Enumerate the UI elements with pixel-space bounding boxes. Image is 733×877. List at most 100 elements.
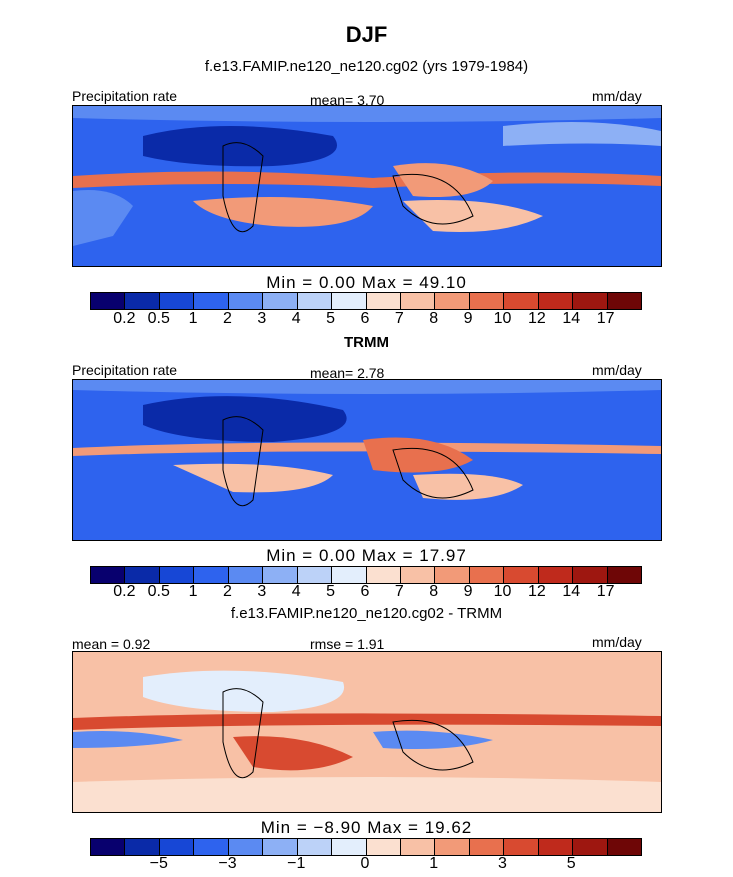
colorbar-swatch xyxy=(469,567,505,583)
colorbar-swatch xyxy=(332,839,367,855)
panel-3-colorbar-ticks: −5 −3 −1 0 1 3 5 xyxy=(90,855,640,873)
colorbar-tick-label: 7 xyxy=(394,310,404,327)
colorbar-tick-label: 4 xyxy=(291,310,301,327)
colorbar-swatch xyxy=(228,293,264,309)
panel-2-units-label: mm/day xyxy=(592,362,642,378)
panel-1-heading: f.e13.FAMIP.ne120_ne120.cg02 (yrs 1979-1… xyxy=(204,58,529,75)
colorbar-swatch xyxy=(607,293,641,309)
colorbar-swatch xyxy=(263,839,298,855)
colorbar-swatch xyxy=(504,567,539,583)
colorbar-swatch xyxy=(435,567,470,583)
colorbar-swatch xyxy=(400,839,436,855)
colorbar-tick-label: 8 xyxy=(429,310,439,327)
colorbar-swatch xyxy=(332,293,367,309)
colorbar-swatch xyxy=(297,293,333,309)
colorbar-swatch xyxy=(504,839,539,855)
panel-1-mean-label: mean= 3.70 xyxy=(310,92,385,108)
colorbar-tick-label: 2 xyxy=(223,310,232,327)
colorbar-swatch xyxy=(538,293,574,309)
colorbar-tick-label: 9 xyxy=(463,310,473,327)
colorbar-swatch xyxy=(400,567,436,583)
colorbar-tick-label: 5 xyxy=(326,583,336,600)
colorbar-tick-label: 1 xyxy=(429,855,439,872)
colorbar-swatch xyxy=(91,293,126,309)
colorbar-swatch xyxy=(607,567,641,583)
colorbar-swatch xyxy=(125,567,160,583)
colorbar-tick-label: 2 xyxy=(223,583,232,600)
panel-3-map xyxy=(72,651,662,813)
colorbar-tick-label: 14 xyxy=(562,583,581,600)
colorbar-tick-label: 17 xyxy=(596,583,615,600)
colorbar-tick-label: 12 xyxy=(527,583,546,600)
colorbar-swatch xyxy=(194,839,229,855)
panel-3-rmse-label: rmse = 1.91 xyxy=(310,636,385,652)
colorbar-tick-label: 10 xyxy=(493,583,512,600)
colorbar-swatch xyxy=(194,567,229,583)
colorbar-swatch xyxy=(366,567,401,583)
colorbar-tick-label: 0.2 xyxy=(113,583,136,600)
colorbar-tick-label: 6 xyxy=(360,310,370,327)
colorbar-swatch xyxy=(573,839,608,855)
panel-3-heading: f.e13.FAMIP.ne120_ne120.cg02 - TRMM xyxy=(230,605,503,622)
colorbar-swatch xyxy=(366,839,401,855)
colorbar-swatch xyxy=(228,567,264,583)
panel-2-heading: TRMM xyxy=(344,334,389,351)
colorbar-tick-label: 7 xyxy=(394,583,404,600)
colorbar-tick-label: 0.5 xyxy=(147,310,170,327)
colorbar-tick-label: −1 xyxy=(287,855,306,872)
colorbar-tick-label: 0.2 xyxy=(113,310,136,327)
colorbar-swatch xyxy=(504,293,539,309)
colorbar-swatch xyxy=(469,293,505,309)
colorbar-tick-label: 6 xyxy=(360,583,370,600)
colorbar-tick-label: 4 xyxy=(291,583,301,600)
colorbar-swatch xyxy=(91,839,126,855)
panel-1-min-max: Min = 0.00 Max = 49.10 xyxy=(266,273,467,292)
colorbar-swatch xyxy=(228,839,264,855)
panel-3-mean-label: mean = 0.92 xyxy=(72,636,151,652)
colorbar-swatch xyxy=(435,293,470,309)
colorbar-swatch xyxy=(125,839,160,855)
colorbar-swatch xyxy=(263,567,298,583)
panel-1-units-label: mm/day xyxy=(592,88,642,104)
panel-3-min-max: Min = −8.90 Max = 19.62 xyxy=(260,818,473,837)
panel-2-colorbar xyxy=(90,566,642,584)
colorbar-swatch xyxy=(538,839,574,855)
panel-2-map xyxy=(72,379,662,541)
colorbar-tick-label: 5 xyxy=(326,310,336,327)
panel-3-colorbar xyxy=(90,838,642,856)
colorbar-swatch xyxy=(159,839,195,855)
colorbar-tick-label: 10 xyxy=(493,310,512,327)
colorbar-swatch xyxy=(573,567,608,583)
panel-1-variable-label: Precipitation rate xyxy=(72,88,178,104)
colorbar-tick-label: 14 xyxy=(562,310,581,327)
panel-2-variable-label: Precipitation rate xyxy=(72,362,178,378)
colorbar-tick-label: 1 xyxy=(188,310,198,327)
panel-1-colorbar xyxy=(90,292,642,310)
panel-3-units-label: mm/day xyxy=(592,634,642,650)
panel-2-colorbar-ticks: 0.2 0.5 1 2 3 4 5 6 7 8 9 10 12 14 17 xyxy=(90,583,640,601)
colorbar-tick-label: 3 xyxy=(257,310,267,327)
colorbar-tick-label: 3 xyxy=(257,583,267,600)
colorbar-tick-label: 12 xyxy=(527,310,546,327)
colorbar-tick-label: 9 xyxy=(463,583,473,600)
colorbar-swatch xyxy=(366,293,401,309)
colorbar-tick-label: 8 xyxy=(429,583,439,600)
colorbar-tick-label: 3 xyxy=(498,855,507,872)
colorbar-tick-label: 1 xyxy=(188,583,198,600)
colorbar-swatch xyxy=(469,839,505,855)
colorbar-swatch xyxy=(400,293,436,309)
panel-1-colorbar-ticks: 0.2 0.5 1 2 3 4 5 6 7 8 9 10 12 14 17 xyxy=(90,310,640,328)
colorbar-swatch xyxy=(435,839,470,855)
colorbar-swatch xyxy=(607,839,641,855)
colorbar-tick-label: 0 xyxy=(360,855,370,872)
colorbar-swatch xyxy=(573,293,608,309)
panel-2-min-max: Min = 0.00 Max = 17.97 xyxy=(266,546,467,565)
colorbar-swatch xyxy=(297,839,333,855)
colorbar-swatch xyxy=(125,293,160,309)
colorbar-swatch xyxy=(538,567,574,583)
colorbar-swatch xyxy=(91,567,126,583)
colorbar-swatch xyxy=(263,293,298,309)
colorbar-tick-label: −3 xyxy=(218,855,237,872)
colorbar-tick-label: 5 xyxy=(566,855,576,872)
panel-2-mean-label: mean= 2.78 xyxy=(310,365,385,381)
